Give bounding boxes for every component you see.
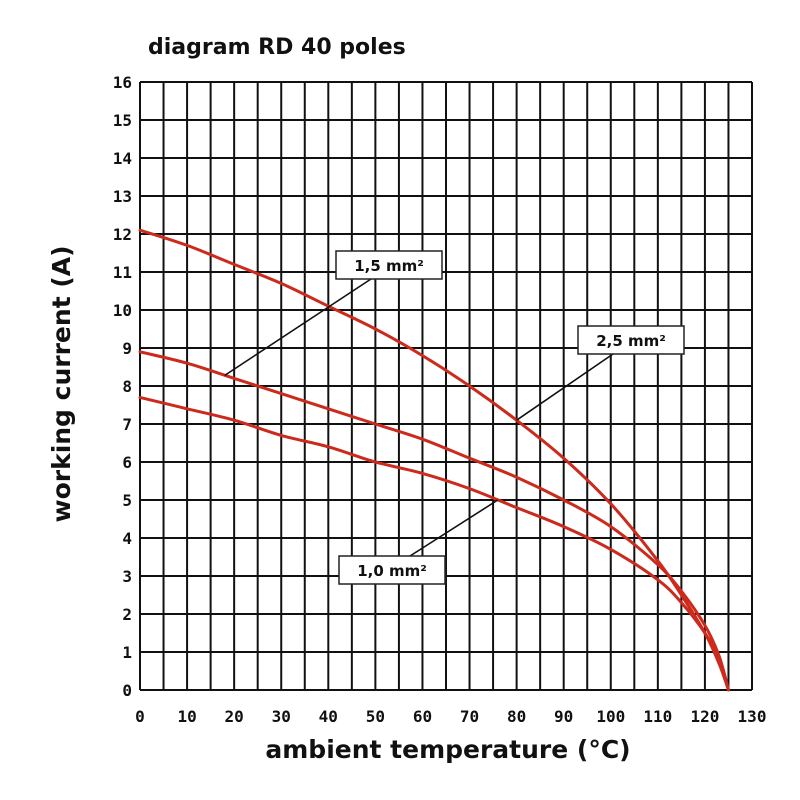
annotation-box	[577, 325, 685, 355]
series-line-0	[138, 228, 730, 692]
x-axis-label: ambient temperature (°C)	[265, 735, 630, 764]
y-tick-label: 14	[113, 149, 132, 168]
x-tick-label: 10	[177, 707, 196, 726]
y-tick-label: 1	[122, 643, 132, 662]
x-tick-label: 60	[413, 707, 432, 726]
y-tick-label: 12	[113, 225, 132, 244]
x-tick-label: 90	[554, 707, 573, 726]
y-tick-label: 11	[113, 263, 132, 282]
y-tick-label: 3	[122, 567, 132, 586]
series-line-2	[138, 395, 730, 692]
annotation-label: 1,5 mm²	[354, 257, 424, 275]
x-axis-ticks: 0 10 20 30 40 50 60 70 80 90 100 110 120 130	[135, 707, 766, 726]
x-tick-label: 0	[135, 707, 145, 726]
annotation-label: 1,0 mm²	[357, 562, 427, 580]
y-tick-label: 13	[113, 187, 132, 206]
y-tick-label: 15	[113, 111, 132, 130]
y-axis-label: working current (A)	[47, 245, 76, 522]
annotation-leader-line	[409, 499, 499, 557]
series-lines	[138, 228, 730, 692]
y-tick-label: 10	[113, 301, 132, 320]
y-tick-label: 16	[113, 73, 132, 92]
x-tick-label: 70	[460, 707, 479, 726]
y-tick-label: 6	[122, 453, 132, 472]
y-tick-label: 0	[122, 681, 132, 700]
y-tick-label: 2	[122, 605, 132, 624]
y-tick-label: 7	[122, 415, 132, 434]
x-tick-label: 130	[738, 707, 767, 726]
annotation-leader-line	[224, 278, 372, 377]
x-tick-label: 120	[690, 707, 719, 726]
grid	[139, 81, 753, 691]
annotation-label: 2,5 mm²	[596, 332, 666, 350]
annotation-leader-line	[516, 353, 614, 421]
annotation-box	[335, 250, 443, 280]
y-tick-label: 5	[122, 491, 132, 510]
series-line-1	[138, 350, 730, 692]
x-tick-label: 110	[643, 707, 672, 726]
annotations: 1,5 mm² 2,5 mm² 1,0 mm²	[224, 250, 685, 585]
y-tick-label: 8	[122, 377, 132, 396]
annotation-box	[338, 555, 446, 585]
x-tick-label: 50	[366, 707, 385, 726]
y-tick-label: 9	[122, 339, 132, 358]
y-tick-label: 4	[122, 529, 132, 548]
x-tick-label: 20	[225, 707, 244, 726]
x-tick-label: 30	[272, 707, 291, 726]
chart-title: diagram RD 40 poles	[148, 35, 406, 60]
x-tick-label: 80	[507, 707, 526, 726]
x-tick-label: 100	[596, 707, 625, 726]
x-tick-label: 40	[319, 707, 338, 726]
